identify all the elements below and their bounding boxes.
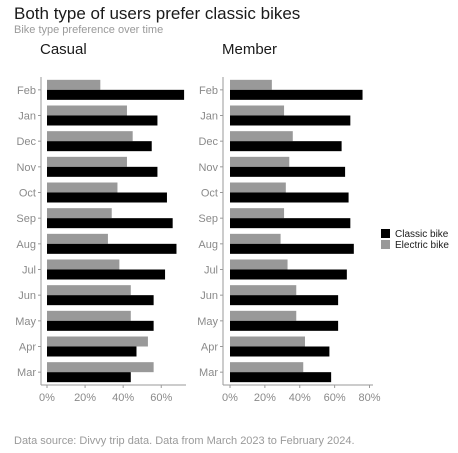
y-tick-label: May bbox=[15, 316, 36, 328]
y-tick-label: Jun bbox=[200, 290, 218, 302]
bar-classic-member bbox=[230, 193, 349, 203]
bar-electric-casual bbox=[47, 362, 154, 372]
y-tick-label: Mar bbox=[199, 367, 218, 379]
x-tick-label: 0% bbox=[222, 392, 238, 404]
bar-electric-member bbox=[230, 311, 296, 321]
legend-swatch bbox=[381, 229, 390, 238]
y-tick-label: Jan bbox=[18, 111, 36, 123]
y-tick-label: Oct bbox=[19, 188, 36, 200]
panel-title-casual: Casual bbox=[40, 41, 87, 58]
legend-label: Electric bike bbox=[395, 240, 449, 251]
bar-classic-casual bbox=[47, 141, 152, 151]
bar-electric-member bbox=[230, 337, 305, 347]
bar-electric-casual bbox=[47, 208, 112, 218]
bar-classic-member bbox=[230, 244, 354, 254]
bar-electric-member bbox=[230, 234, 281, 244]
bar-electric-member bbox=[230, 131, 293, 141]
y-tick-label: Dec bbox=[16, 136, 36, 148]
bar-classic-member bbox=[230, 295, 338, 305]
bar-classic-member bbox=[230, 141, 342, 151]
x-tick-label: 40% bbox=[289, 392, 311, 404]
y-tick-label: May bbox=[197, 316, 218, 328]
bar-electric-member bbox=[230, 285, 296, 295]
bar-electric-member bbox=[230, 260, 288, 270]
bar-classic-casual bbox=[47, 321, 154, 331]
bar-classic-member bbox=[230, 116, 350, 126]
y-tick-label: Apr bbox=[201, 342, 218, 354]
bar-classic-casual bbox=[47, 193, 167, 203]
y-tick-label: Jul bbox=[22, 265, 36, 277]
x-tick-label: 0% bbox=[39, 392, 55, 404]
y-tick-label: Apr bbox=[19, 342, 36, 354]
y-tick-label: Sep bbox=[198, 213, 218, 225]
chart-caption: Data source: Divvy trip data. Data from … bbox=[14, 435, 355, 447]
bar-electric-member bbox=[230, 80, 272, 90]
bar-classic-casual bbox=[47, 372, 131, 382]
bar-classic-casual bbox=[47, 244, 176, 254]
bar-classic-member bbox=[230, 347, 329, 357]
bar-electric-member bbox=[230, 362, 303, 372]
bar-electric-casual bbox=[47, 311, 131, 321]
bar-electric-member bbox=[230, 208, 284, 218]
bar-classic-member bbox=[230, 167, 345, 177]
y-tick-label: Jan bbox=[200, 111, 218, 123]
bar-electric-casual bbox=[47, 131, 133, 141]
y-tick-label: Feb bbox=[17, 85, 36, 97]
bar-classic-member bbox=[230, 372, 331, 382]
y-tick-label: Sep bbox=[16, 213, 36, 225]
bar-classic-casual bbox=[47, 270, 165, 280]
bar-electric-member bbox=[230, 157, 289, 167]
bar-classic-casual bbox=[47, 347, 136, 357]
bar-electric-casual bbox=[47, 106, 127, 116]
legend-swatch bbox=[381, 240, 390, 249]
bar-classic-casual bbox=[47, 167, 157, 177]
bar-electric-casual bbox=[47, 285, 131, 295]
legend-label: Classic bike bbox=[395, 229, 449, 240]
bar-classic-casual bbox=[47, 90, 184, 100]
y-tick-label: Nov bbox=[16, 162, 36, 174]
bar-electric-casual bbox=[47, 234, 108, 244]
bar-classic-member bbox=[230, 218, 350, 228]
bar-electric-member bbox=[230, 106, 284, 116]
bar-classic-member bbox=[230, 90, 363, 100]
bar-electric-casual bbox=[47, 260, 119, 270]
bar-electric-casual bbox=[47, 80, 100, 90]
bar-electric-casual bbox=[47, 183, 117, 193]
panel-title-member: Member bbox=[222, 41, 277, 58]
x-tick-label: 80% bbox=[358, 392, 380, 404]
y-tick-label: Jul bbox=[204, 265, 218, 277]
bar-classic-casual bbox=[47, 295, 154, 305]
y-tick-label: Nov bbox=[198, 162, 218, 174]
bar-electric-member bbox=[230, 183, 286, 193]
y-tick-label: Dec bbox=[198, 136, 218, 148]
bar-classic-member bbox=[230, 270, 347, 280]
y-tick-label: Aug bbox=[198, 239, 218, 251]
bar-electric-casual bbox=[47, 337, 148, 347]
y-tick-label: Oct bbox=[201, 188, 218, 200]
x-tick-label: 60% bbox=[150, 392, 172, 404]
y-tick-label: Feb bbox=[199, 85, 218, 97]
x-tick-label: 20% bbox=[74, 392, 96, 404]
bar-classic-member bbox=[230, 321, 338, 331]
bar-classic-casual bbox=[47, 218, 173, 228]
x-tick-label: 20% bbox=[254, 392, 276, 404]
y-tick-label: Mar bbox=[17, 367, 36, 379]
x-tick-label: 60% bbox=[324, 392, 346, 404]
y-tick-label: Aug bbox=[16, 239, 36, 251]
bar-electric-casual bbox=[47, 157, 127, 167]
bar-classic-casual bbox=[47, 116, 157, 126]
x-tick-label: 40% bbox=[112, 392, 134, 404]
y-tick-label: Jun bbox=[18, 290, 36, 302]
